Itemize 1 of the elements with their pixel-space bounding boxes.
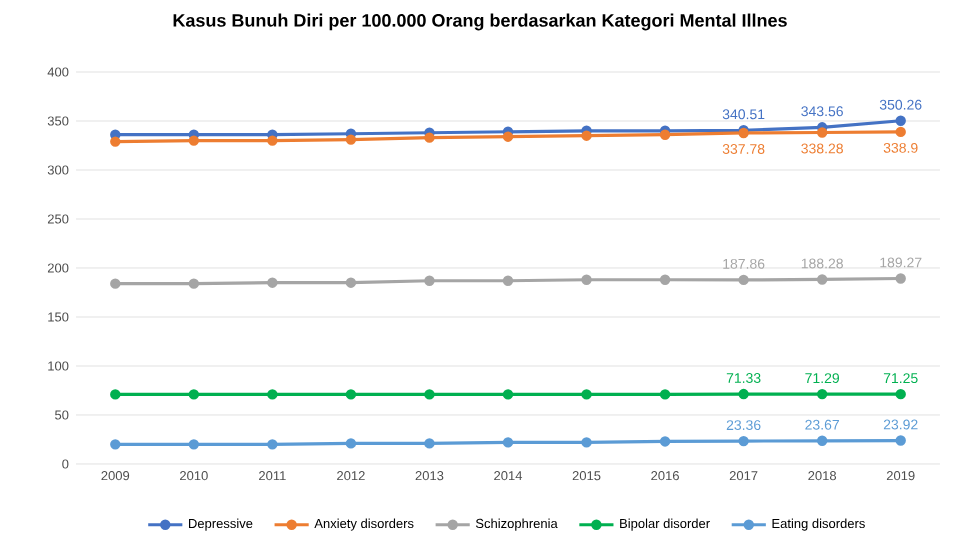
chart-title: Kasus Bunuh Diri per 100.000 Orang berdasarkan Kategori Mental Illnes — [173, 13, 787, 31]
